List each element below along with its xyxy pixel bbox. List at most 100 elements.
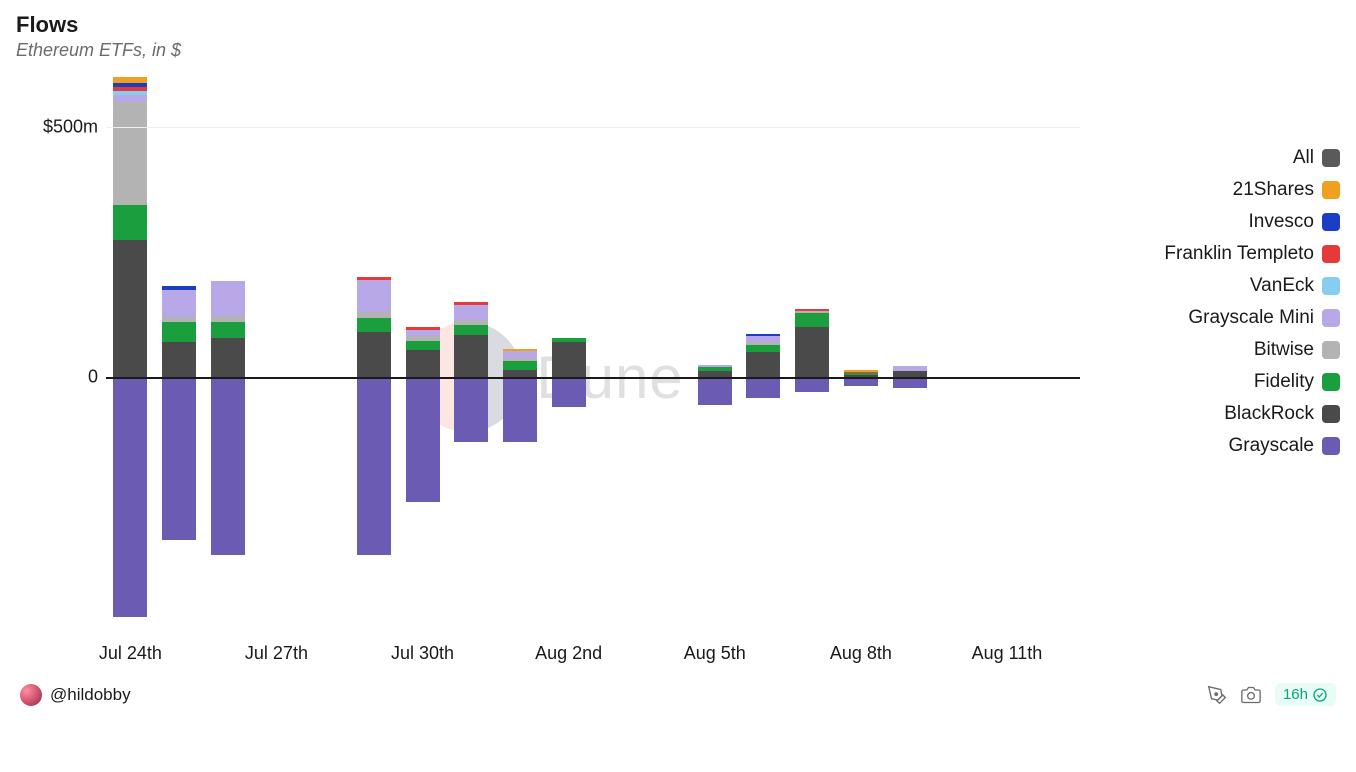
legend-label: Franklin Templeto [1164, 243, 1314, 265]
bar-segment [844, 373, 878, 375]
bar-group [503, 77, 537, 637]
legend-item[interactable]: Franklin Templeto [1104, 243, 1340, 265]
legend-item[interactable]: Invesco [1104, 211, 1340, 233]
bar-group [308, 77, 342, 637]
bar-group [162, 77, 196, 637]
bar-segment [503, 351, 537, 359]
chart-footer: @hildobby 16h [16, 683, 1340, 706]
legend-label: Invesco [1249, 211, 1314, 233]
bar-segment [795, 377, 829, 392]
bar-segment [503, 361, 537, 370]
chart-title: Flows [16, 12, 1340, 38]
bar-segment [746, 352, 780, 377]
bar-segment [211, 322, 245, 338]
camera-icon[interactable] [1241, 685, 1261, 705]
legend-swatch [1322, 437, 1340, 455]
bar-group [844, 77, 878, 637]
legend-label: VanEck [1250, 275, 1314, 297]
chart-body: Dune 0$500m Jul 24thJul 27thJul 30thAug … [16, 77, 1340, 677]
bar-segment [113, 377, 147, 617]
author-avatar [20, 684, 42, 706]
bar-segment [454, 335, 488, 378]
legend-swatch [1322, 373, 1340, 391]
bar-segment [357, 280, 391, 313]
legend-item[interactable]: Fidelity [1104, 371, 1340, 393]
y-tick-label: $500m [43, 117, 98, 138]
legend-item[interactable]: All [1104, 147, 1340, 169]
legend-swatch [1322, 181, 1340, 199]
bar-group [990, 77, 1024, 637]
bar-segment [113, 240, 147, 378]
y-tick-label: 0 [88, 367, 98, 388]
legend: All 21Shares Invesco Franklin Templeto VanEc… [1080, 77, 1340, 677]
bar-segment [746, 345, 780, 353]
bar-segment [406, 350, 440, 378]
bar-segment [113, 102, 147, 205]
bar-segment [113, 95, 147, 103]
x-tick-label: Aug 5th [684, 643, 746, 664]
legend-label: 21Shares [1233, 179, 1314, 201]
legend-item[interactable]: 21Shares [1104, 179, 1340, 201]
bar-group [698, 77, 732, 637]
author-link[interactable]: @hildobby [20, 684, 131, 706]
bar-segment [893, 366, 927, 371]
bar-segment [211, 338, 245, 377]
bar-segment [844, 372, 878, 374]
chart-header: Flows Ethereum ETFs, in $ [16, 12, 1340, 61]
legend-swatch [1322, 405, 1340, 423]
legend-item[interactable]: Grayscale [1104, 435, 1340, 457]
bar-segment [552, 338, 586, 342]
bar-segment [454, 305, 488, 320]
bar-segment [113, 87, 147, 91]
bar-segment [162, 377, 196, 540]
x-tick-label: Jul 27th [245, 643, 308, 664]
x-tick-label: Aug 2nd [535, 643, 602, 664]
bar-segment [552, 377, 586, 407]
legend-swatch [1322, 245, 1340, 263]
bar-segment [406, 377, 440, 502]
chart-subtitle: Ethereum ETFs, in $ [16, 40, 1340, 61]
bar-segment [844, 370, 878, 372]
brush-icon[interactable] [1207, 685, 1227, 705]
bar-segment [406, 341, 440, 350]
x-tick-label: Aug 11th [972, 643, 1043, 664]
legend-item[interactable]: Grayscale Mini [1104, 307, 1340, 329]
y-axis: 0 $500m [16, 77, 106, 677]
bar-segment [746, 336, 780, 342]
x-tick-label: Jul 30th [391, 643, 454, 664]
bar-group [211, 77, 245, 637]
bar-group [1039, 77, 1073, 637]
legend-item[interactable]: Bitwise [1104, 339, 1340, 361]
bar-group [941, 77, 975, 637]
bar-segment [454, 320, 488, 325]
bar-segment [211, 377, 245, 555]
legend-item[interactable]: BlackRock [1104, 403, 1340, 425]
legend-label: Fidelity [1254, 371, 1314, 393]
bar-segment [406, 336, 440, 341]
bar-segment [357, 332, 391, 377]
checkmark-icon [1312, 687, 1328, 703]
bar-segment [698, 377, 732, 405]
chart-card: Flows Ethereum ETFs, in $ Dune 0$500m Ju… [16, 12, 1340, 706]
bar-segment [357, 277, 391, 280]
bar-segment [113, 77, 147, 83]
bar-group [893, 77, 927, 637]
bar-segment [406, 327, 440, 330]
legend-label: All [1293, 147, 1314, 169]
bar-group [600, 77, 634, 637]
x-tick-label: Jul 24th [99, 643, 162, 664]
x-tick-label: Aug 8th [830, 643, 892, 664]
freshness-badge[interactable]: 16h [1275, 683, 1336, 706]
legend-item[interactable]: VanEck [1104, 275, 1340, 297]
bar-segment [698, 367, 732, 371]
bar-segment [113, 83, 147, 87]
bar-segment [162, 286, 196, 290]
legend-swatch [1322, 213, 1340, 231]
bar-segment [113, 205, 147, 240]
bar-segment [211, 316, 245, 322]
bar-segment [454, 325, 488, 335]
bar-segment [162, 342, 196, 377]
bar-segment [552, 342, 586, 377]
plot-area: Dune 0$500m Jul 24thJul 27thJul 30thAug … [16, 77, 1080, 677]
freshness-value: 16h [1283, 686, 1308, 703]
